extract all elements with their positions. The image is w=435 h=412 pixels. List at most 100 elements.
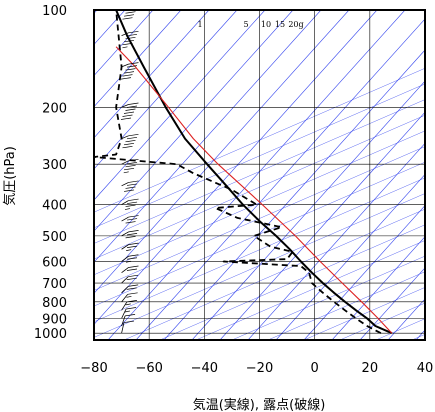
wind-barb <box>121 292 138 303</box>
wind-barb-flag <box>128 6 138 8</box>
wind-barb <box>121 180 139 192</box>
mixing-line <box>94 130 425 276</box>
x-tick-label: −40 <box>191 361 218 376</box>
wind-barb-flag <box>122 42 133 46</box>
wind-barb-half-flag <box>126 249 132 251</box>
wind-barb-flag <box>123 71 135 74</box>
wind-barb-flag <box>123 39 135 43</box>
wind-barb-flag <box>125 236 136 239</box>
wind-barb-staff <box>121 276 129 284</box>
wind-barb-flag <box>125 204 136 207</box>
mixing-line <box>123 208 425 340</box>
y-tick-label: 400 <box>42 199 67 214</box>
wind-barb-flag <box>128 242 139 245</box>
wind-barb-flag <box>126 277 137 281</box>
wind-barb-flag <box>124 167 135 171</box>
x-tick-label: 20 <box>362 361 379 376</box>
wind-barb-flag <box>128 230 139 233</box>
mixing-line <box>159 224 425 340</box>
mixing-ratio-label: 10 <box>261 20 271 29</box>
wind-barb-flag <box>127 201 138 204</box>
wind-barb <box>121 284 139 294</box>
wind-barb-flag <box>126 136 138 140</box>
x-tick-label: −80 <box>80 361 107 376</box>
mixing-line <box>94 67 425 213</box>
isotherm-line <box>247 142 425 340</box>
wind-barb-flag <box>128 198 139 201</box>
wind-barb-half-flag <box>124 310 130 313</box>
wind-barb-flag <box>128 284 139 287</box>
wind-barb-flag <box>126 105 138 108</box>
wind-barb-half-flag <box>124 208 131 210</box>
isotherm-line <box>94 10 210 139</box>
wind-barb <box>121 265 139 274</box>
wind-barb-flag <box>123 14 135 17</box>
wind-barb-flag <box>125 314 136 317</box>
wind-barb-half-flag <box>125 303 131 306</box>
isotherm-line <box>94 10 238 170</box>
wind-barb-staff <box>121 63 129 68</box>
wind-barb-staff <box>121 216 129 222</box>
x-tick-labels: −80 −60 −40 −20 0 20 40 <box>80 361 433 376</box>
wind-barb-flag <box>126 287 137 290</box>
wind-barb-half-flag <box>122 46 128 49</box>
wind-barb-flag <box>125 186 136 189</box>
wind-barb-flag <box>128 30 139 34</box>
series-lines <box>94 10 393 335</box>
wind-barb <box>121 254 139 263</box>
wind-barb-flag <box>127 183 138 186</box>
wind-barb-flag <box>127 292 138 295</box>
wind-barb-staff <box>121 255 129 262</box>
wind-barb-flag <box>128 158 139 162</box>
wind-barb-flag <box>125 36 136 40</box>
isotherm-line <box>94 10 322 263</box>
y-tick-label: 700 <box>42 277 67 292</box>
wind-barb-flag <box>123 142 135 146</box>
wind-barb-flag <box>122 74 133 77</box>
mixing-ratio-labels: 1 5 10 15 20g <box>197 20 303 29</box>
wind-barb-flag <box>122 17 133 20</box>
wind-barb-staff <box>121 301 128 311</box>
mixing-line <box>375 318 425 340</box>
isotherm-line <box>107 10 406 340</box>
wind-barb-staff <box>121 135 129 139</box>
wind-barb-half-flag <box>126 295 132 298</box>
y-tick-label: 800 <box>42 296 67 311</box>
isotherm-line <box>359 267 425 340</box>
mixing-ratio-label: 5 <box>243 20 248 29</box>
wind-barb <box>121 198 139 210</box>
wind-barb-flag <box>128 62 139 65</box>
y-tick-label: 100 <box>42 4 67 19</box>
wind-barb-staff <box>121 244 129 250</box>
x-tick-label: −60 <box>135 361 162 376</box>
wind-barb <box>121 6 138 20</box>
gridlines <box>94 10 425 340</box>
isotherm-line <box>135 18 425 340</box>
wind-barb-flag <box>124 189 135 192</box>
wind-barb-staff <box>121 308 127 319</box>
wind-barb-flag <box>120 77 132 80</box>
wind-barb-staff <box>121 231 129 237</box>
isotherm-line <box>94 10 266 201</box>
isotherm-line <box>331 236 425 340</box>
wind-barb-flag <box>128 215 139 218</box>
wind-barb-flag <box>127 233 138 236</box>
wind-barb-flag <box>126 33 138 37</box>
wind-barb-flag <box>126 299 137 303</box>
wind-barb <box>121 133 139 149</box>
mixing-ratio-label: 1 <box>197 20 202 29</box>
mixing-line <box>195 240 425 340</box>
wind-barb-staff <box>121 286 129 294</box>
wind-barb-staff <box>121 294 128 303</box>
wind-barb-flag <box>120 117 132 120</box>
wind-barb <box>121 274 139 284</box>
wind-barb-half-flag <box>126 260 132 263</box>
wind-barb-flag <box>126 65 138 68</box>
wind-barb-staff <box>121 182 129 187</box>
wind-barb-flag <box>128 133 139 137</box>
wind-barb-flag <box>125 108 136 111</box>
mixing-line <box>339 302 425 340</box>
mixing-line <box>267 271 425 340</box>
y-tick-label: 500 <box>42 230 67 245</box>
